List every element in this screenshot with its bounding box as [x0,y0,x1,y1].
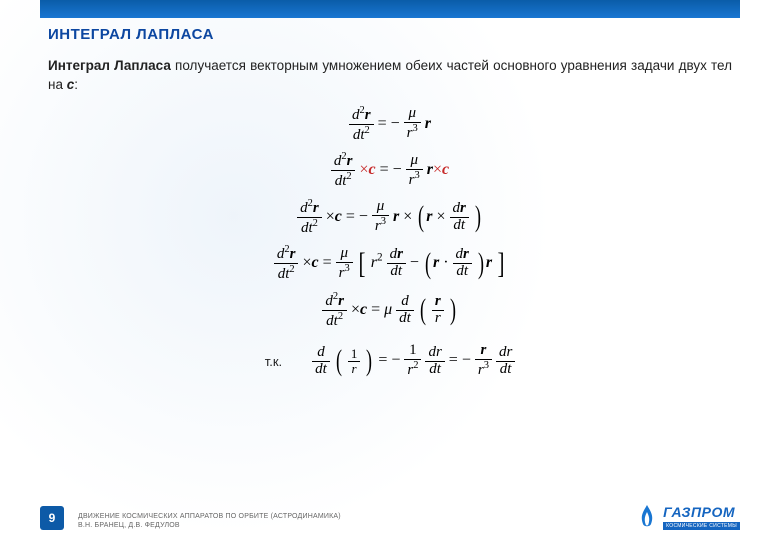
tk-row: т.к. ddt ( 1r ) = − 1r2 drdt = − rr3 drd… [265,343,516,379]
tk-label: т.к. [265,354,282,369]
logo-sub: КОСМИЧЕСКИЕ СИСТЕМЫ [663,522,740,530]
formula-1: d2rdt2 = − μr3 r [349,105,431,144]
logo: ГАЗПРОМ КОСМИЧЕСКИЕ СИСТЕМЫ [637,504,740,530]
formula-tk: ddt ( 1r ) = − 1r2 drdt = − rr3 drdt [312,343,515,379]
formula-3: d2rdt2 ×c = − μr3 r × (r × drdt ) [297,198,483,237]
footer-line1: ДВИЖЕНИЕ КОСМИЧЕСКИХ АППАРАТОВ ПО ОРБИТЕ… [78,512,341,521]
top-accent-bar [40,0,740,18]
page-number: 9 [40,506,64,530]
page-title: ИНТЕГРАЛ ЛАПЛАСА [48,26,732,43]
footer-text: ДВИЖЕНИЕ КОСМИЧЕСКИХ АППАРАТОВ ПО ОРБИТЕ… [78,512,341,530]
logo-text-block: ГАЗПРОМ КОСМИЧЕСКИЕ СИСТЕМЫ [663,504,740,530]
logo-main: ГАЗПРОМ [663,504,735,520]
intro-bold: Интеграл Лапласа [48,58,171,73]
formula-5: d2rdt2 ×c = μ ddt ( rr ) [322,291,457,330]
flame-icon [637,504,657,530]
formula-block: d2rdt2 = − μr3 r d2rdt2 ×c = − μr3 r×c d… [0,105,780,379]
formula-2: d2rdt2 ×c = − μr3 r×c [331,151,449,190]
intro-paragraph: Интеграл Лапласа получается векторным ум… [48,57,732,95]
footer-line2: В.Н. БРАНЕЦ, Д.В. ФЕДУЛОВ [78,521,341,530]
formula-4: d2rdt2 ×c = μr3 [ r2 drdt − (r · drdt )r… [274,244,506,283]
intro-colon: : [74,77,78,92]
